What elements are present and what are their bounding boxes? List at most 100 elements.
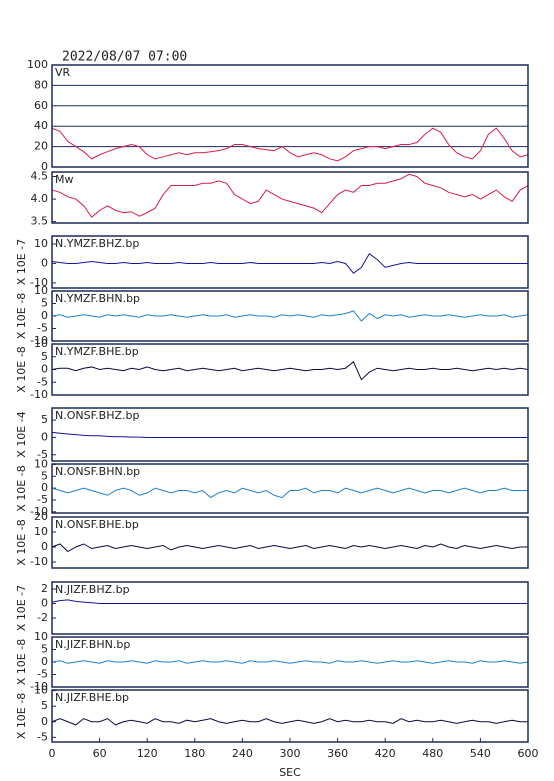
panel-title: N.ONSF.BHZ.bp [55,409,139,422]
y-tick-label: 20 [34,140,48,153]
data-line [51,660,529,664]
y-tick-label: -10 [30,505,48,518]
y-tick-label: -5 [37,730,48,743]
panel-frame [51,581,529,635]
panel-title: VR [55,66,71,79]
x-tick-label: 420 [375,747,396,760]
y-tick-label: 0 [41,363,48,376]
y-tick-label: 5 [41,297,48,310]
panel-frame [51,407,529,462]
panel-title: N.YMZF.BHZ.bp [55,237,139,250]
y-tick-label: -5 [37,448,48,461]
y-tick-label: -5 [37,375,48,388]
y-tick-label: 80 [34,78,48,91]
y-tick-label: 5 [41,413,48,426]
x-tick-label: 180 [184,747,205,760]
y-axis-label: X 10E -7 [15,585,28,631]
panel-frame [51,636,529,688]
y-tick-label: 3.5 [31,215,49,228]
y-tick-label: 0 [41,655,48,668]
y-tick-label: -10 [30,276,48,289]
panel-title: N.JIZF.BHE.bp [55,691,129,704]
x-tick-label: 0 [49,747,56,760]
y-tick-label: 0 [41,481,48,494]
y-tick-label: 2 [41,582,48,595]
y-tick-label: 5 [41,469,48,482]
y-tick-label: 0 [41,715,48,728]
y-tick-label: 0 [41,430,48,443]
data-line [51,252,528,274]
y-tick-label: 10 [34,525,48,538]
y-tick-label: 20 [34,510,48,523]
y-axis-label: X 10E -8 [15,639,28,685]
y-tick-label: 0 [41,256,48,269]
y-axis-label: X 10E -7 [15,239,28,285]
data-line [51,718,528,726]
y-tick-label: 40 [34,119,48,132]
panel-title: N.YMZF.BHE.bp [55,345,139,358]
data-line [51,127,529,162]
x-tick-label: 480 [422,747,443,760]
y-tick-label: 4.0 [31,192,49,205]
panel-title: N.ONSF.BHE.bp [55,518,139,531]
panel-title: N.JIZF.BHZ.bp [55,583,130,596]
y-tick-label: -2 [37,611,48,624]
x-tick-label: 360 [327,747,348,760]
panel-frame [51,343,529,396]
data-line [51,431,528,438]
x-tick-label: 600 [518,747,539,760]
y-tick-label: 10 [34,284,48,297]
x-tick-label: 120 [137,747,158,760]
data-line [51,543,528,553]
y-tick-label: 0 [41,597,48,610]
data-line [51,487,528,499]
data-line [51,361,529,381]
y-axis-label: X 10E -8 [15,693,28,739]
panel-frame [51,463,529,514]
y-tick-label: 0 [41,540,48,553]
panel-title: N.YMZF.BHN.bp [55,292,140,305]
y-tick-label: 100 [27,58,48,71]
panel-frame [51,235,529,289]
y-tick-label: -10 [30,388,48,401]
y-tick-label: 10 [34,237,48,250]
x-tick-label: 540 [470,747,491,760]
y-tick-label: -5 [37,668,48,681]
y-axis-label: X 10E -4 [15,411,28,457]
y-axis-label: X 10E -8 [15,519,28,565]
y-tick-label: -5 [37,322,48,335]
y-tick-label: 4.5 [31,170,49,183]
y-tick-label: 5 [41,350,48,363]
panel-title: N.ONSF.BHN.bp [55,465,140,478]
y-tick-label: -5 [37,493,48,506]
panel-frame [51,290,529,342]
y-tick-label: 60 [34,99,48,112]
y-tick-label: -10 [30,555,48,568]
panel-title: Mw [55,173,74,186]
data-line [51,310,529,322]
panel-frame [51,64,529,168]
y-tick-label: 10 [34,684,48,697]
y-tick-label: 10 [34,630,48,643]
y-axis-label: X 10E -8 [15,293,28,339]
chart-title: 2022/08/07 07:00 [62,50,187,65]
y-axis-label: X 10E -8 [15,346,28,392]
y-tick-label: 5 [41,643,48,656]
x-tick-label: 60 [93,747,107,760]
y-tick-label: 0 [41,309,48,322]
x-tick-label: 240 [232,747,253,760]
panel-frame [51,516,529,569]
y-tick-label: 5 [41,699,48,712]
x-axis-label: SEC [279,766,301,779]
y-tick-label: -10 [30,680,48,693]
data-line [51,599,528,605]
x-tick-label: 300 [280,747,301,760]
y-tick-label: 0 [41,160,48,173]
y-tick-label: -10 [30,334,48,347]
data-line [51,173,529,218]
panel-title: N.JIZF.BHN.bp [55,638,130,651]
y-axis-label: X 10E -8 [15,465,28,511]
panel-frame [51,171,529,224]
